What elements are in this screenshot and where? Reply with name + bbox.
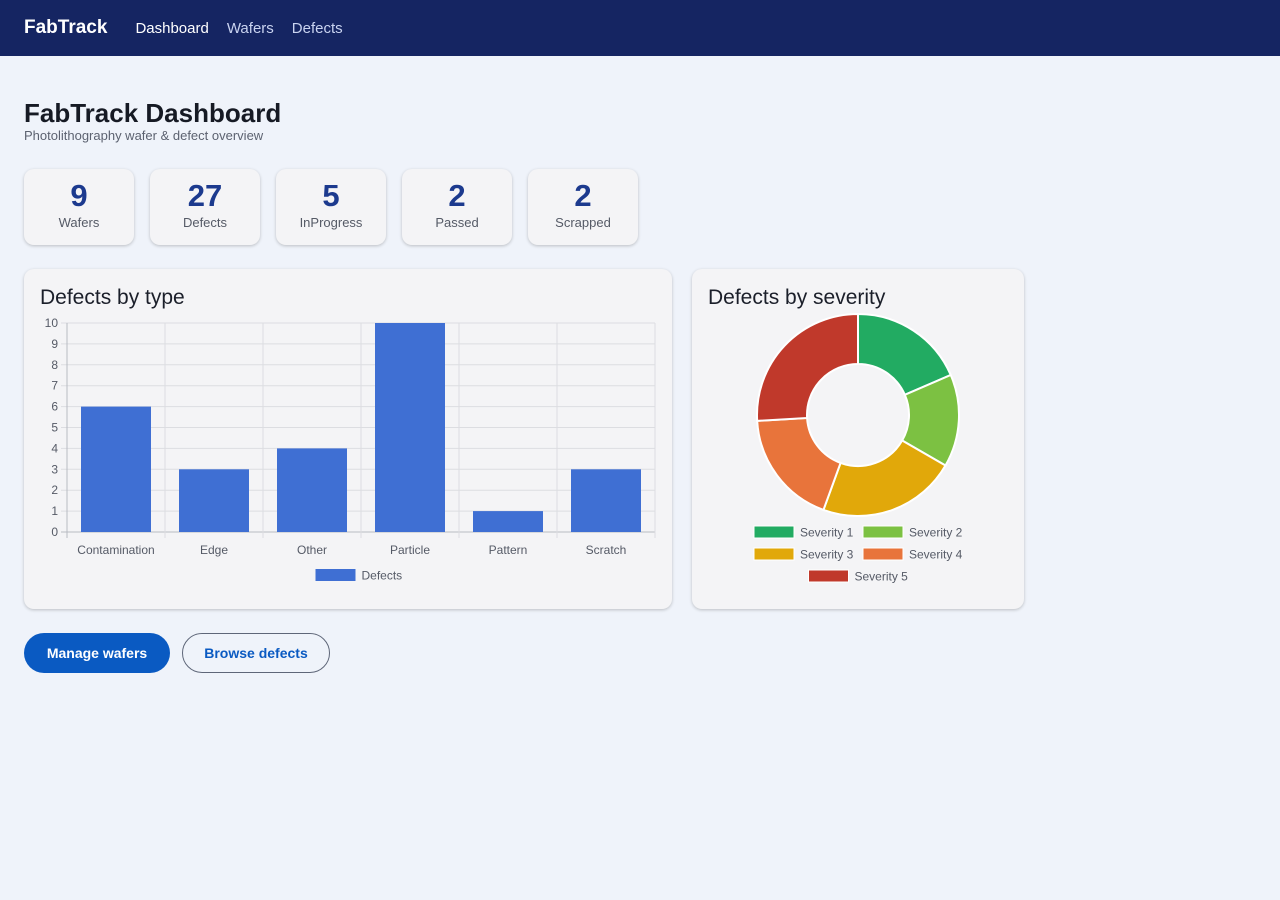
defects-by-severity-chart: Severity 1 Severity 2 Severity 3 Severity 4…: [753, 312, 963, 584]
stat-value: 2: [574, 178, 592, 213]
top-navbar: FabTrack Dashboard Wafers Defects: [0, 0, 1280, 56]
page-title: FabTrack Dashboard: [24, 98, 282, 128]
legend-label: Severity 1: [800, 526, 854, 540]
legend-label: Defects: [362, 569, 403, 583]
bar-other: [277, 448, 347, 532]
y-tick-label: 3: [51, 462, 58, 476]
stat-value: 9: [70, 178, 88, 213]
y-tick-label: 6: [51, 400, 58, 414]
manage-wafers-button[interactable]: Manage wafers: [24, 633, 170, 673]
y-tick-label: 9: [51, 337, 58, 351]
bar-pattern: [473, 511, 543, 532]
stat-value: 27: [187, 178, 223, 213]
defects-by-type-panel: Defects by type 0 1 2 3 4 5 6 7 8 9 10 Contaminatio…: [24, 269, 672, 609]
panel-title: Defects by type: [40, 286, 185, 309]
legend-swatch: [808, 569, 849, 583]
y-tick-label: 0: [51, 525, 58, 539]
y-tick-label: 4: [51, 441, 58, 455]
legend-label: Severity 4: [909, 548, 963, 562]
brand-logo[interactable]: FabTrack: [24, 17, 108, 38]
legend-swatch: [862, 547, 904, 561]
legend-label: Severity 2: [909, 526, 963, 540]
x-tick-label: Particle: [390, 543, 430, 557]
nav-defects[interactable]: Defects: [291, 19, 343, 37]
stat-card-inprogress: 5 InProgress: [276, 169, 386, 245]
stat-card-scrapped: 2 Scrapped: [528, 169, 638, 245]
browse-defects-button[interactable]: Browse defects: [182, 633, 330, 673]
slice-severity-3: [822, 439, 947, 517]
bar-particle: [375, 323, 445, 532]
bar-contamination: [81, 406, 151, 532]
stat-label: Wafers: [58, 215, 100, 230]
stat-value: 2: [448, 178, 466, 213]
y-tick-label: 10: [45, 316, 59, 330]
x-tick-label: Pattern: [489, 543, 528, 557]
slice-severity-1: [857, 312, 953, 397]
stat-label: Scrapped: [555, 215, 611, 230]
stat-card-passed: 2 Passed: [402, 169, 512, 245]
legend-swatch: [315, 569, 356, 581]
x-tick-label: Edge: [200, 543, 228, 557]
legend-swatch: [753, 547, 795, 561]
slice-severity-4: [756, 416, 842, 512]
x-tick-label: Other: [297, 543, 327, 557]
defects-by-type-chart: 0 1 2 3 4 5 6 7 8 9 10 Contamination Edge Other Partic…: [45, 316, 656, 583]
stat-label: Passed: [435, 215, 479, 230]
panel-title: Defects by severity: [708, 286, 886, 309]
stats-row: 9 Wafers 27 Defects 5 InProgress 2 Passe…: [24, 169, 638, 245]
stat-label: InProgress: [299, 215, 363, 230]
legend-swatch: [862, 525, 904, 539]
x-tick-label: Contamination: [77, 543, 154, 557]
y-tick-label: 2: [51, 483, 58, 497]
y-tick-label: 1: [51, 504, 58, 518]
slice-severity-5: [756, 312, 859, 422]
nav-dashboard[interactable]: Dashboard: [135, 19, 209, 37]
x-tick-label: Scratch: [586, 543, 627, 557]
legend-swatch: [753, 525, 795, 539]
stat-card-wafers: 9 Wafers: [24, 169, 134, 245]
stat-value: 5: [322, 178, 340, 213]
stat-label: Defects: [182, 215, 228, 230]
legend-label: Severity 5: [855, 570, 909, 584]
y-tick-label: 5: [51, 421, 58, 435]
y-tick-label: 7: [51, 379, 58, 393]
bar-edge: [179, 469, 249, 532]
nav-wafers[interactable]: Wafers: [226, 19, 274, 37]
y-tick-label: 8: [51, 358, 58, 372]
legend-label: Severity 3: [800, 548, 854, 562]
defects-by-severity-panel: Defects by severity Severity 1 Severity 2…: [692, 269, 1024, 609]
page-subtitle: Photolithography wafer & defect overview: [24, 128, 264, 143]
bar-scratch: [571, 469, 641, 532]
stat-card-defects: 27 Defects: [150, 169, 260, 245]
